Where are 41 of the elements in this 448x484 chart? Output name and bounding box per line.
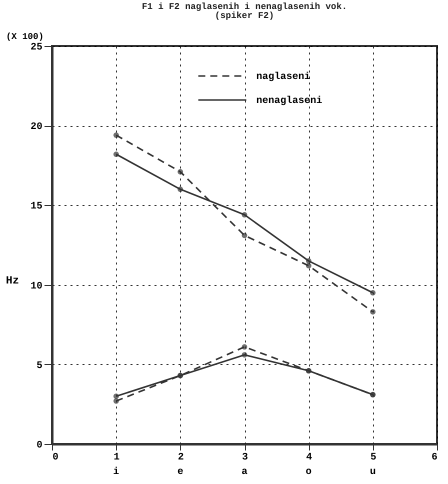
text: (X 100) <box>6 32 44 42</box>
point <box>242 352 248 358</box>
y-tick-label: 5 <box>36 360 42 372</box>
text: i <box>113 466 120 478</box>
point <box>306 368 312 374</box>
point <box>306 258 312 264</box>
chart-subtitle: (spiker F2) <box>214 11 274 21</box>
y-tick-label: 10 <box>30 281 42 292</box>
chart-title: F1 i F2 naglasenih i nenaglasenih vok. <box>142 2 348 12</box>
y-tick-label: 20 <box>30 122 42 134</box>
point <box>306 262 312 268</box>
point <box>113 152 119 157</box>
y-axis-title: Hz <box>6 275 20 288</box>
point <box>242 344 248 350</box>
y-tick-label: 15 <box>30 202 42 213</box>
point <box>178 186 184 192</box>
point <box>370 309 376 315</box>
text: e <box>177 467 184 478</box>
point <box>113 132 119 138</box>
x-tick-label: 2 <box>178 452 184 464</box>
y-tick-label: 25 <box>30 42 42 54</box>
x-tick-label: 5 <box>370 452 376 464</box>
point <box>370 392 376 398</box>
point <box>178 169 184 174</box>
point <box>242 232 248 238</box>
x-tick-label: 4 <box>306 452 312 464</box>
point <box>370 290 376 296</box>
x-tick-label: 3 <box>242 452 248 464</box>
legend-label: nenaglaseni <box>256 95 322 107</box>
x-tick-label: 1 <box>114 452 120 464</box>
point <box>113 398 119 404</box>
legend-label: naglaseni <box>256 71 310 83</box>
y-tick-label: 0 <box>36 440 42 452</box>
text: o <box>306 467 312 478</box>
x-tick-label: 0 <box>52 452 59 464</box>
x-tick-label: 6 <box>431 452 438 464</box>
point <box>178 372 184 378</box>
text: u <box>370 467 376 478</box>
text: a <box>241 467 248 478</box>
point <box>242 212 248 218</box>
point <box>113 394 119 399</box>
